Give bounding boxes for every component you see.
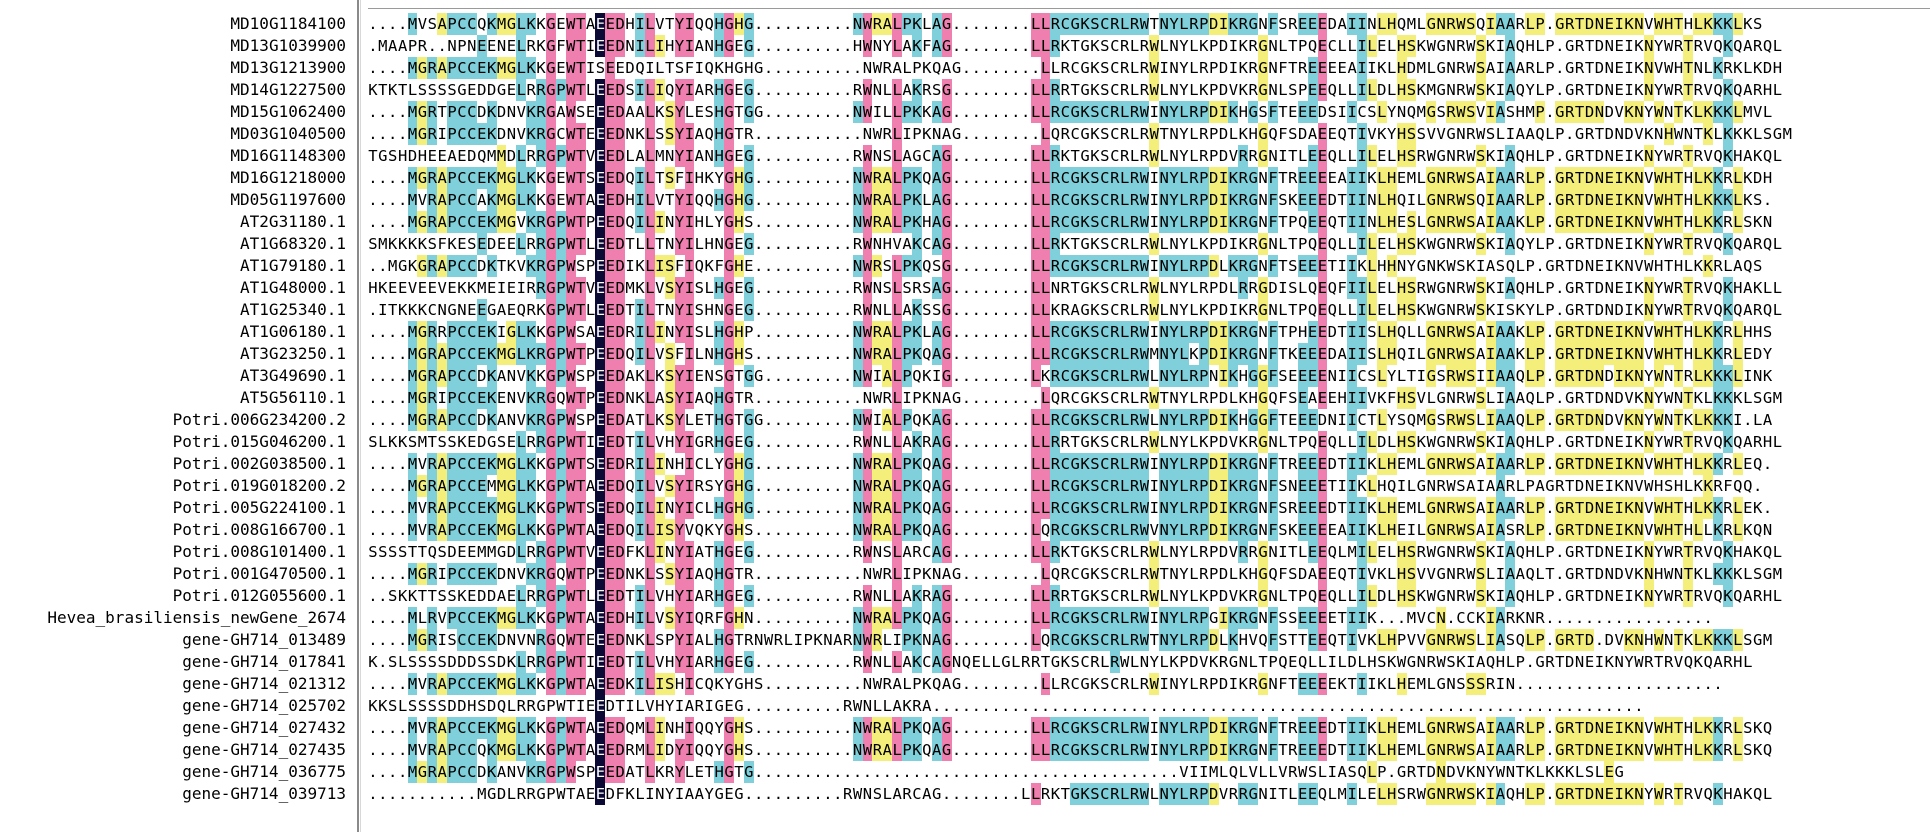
alignment-row: ....MVRAPCCEKMGLKKGPWTAEEDKILISHICQKYGHS… [368, 673, 1723, 695]
alignment-row: SSSSTTQSDEEMMGDLRRGPWTVEEDFKLINYIATHGEG.… [368, 541, 1783, 563]
sequence-name[interactable]: AT5G56110.1 [240, 388, 346, 407]
sequence-name[interactable]: Hevea_brasiliensis_newGene_2674 [47, 608, 346, 627]
sequence-name[interactable]: Potri.006G234200.2 [172, 410, 346, 429]
sequence-name[interactable]: Potri.008G166700.1 [172, 520, 346, 539]
sequence-name[interactable]: MD14G1227500 [230, 80, 346, 99]
sequence-name[interactable]: AT1G48000.1 [240, 278, 346, 297]
alignment-row: ....MGRIPCCEKENVKRGQWTPEEDNKLASYIAQHGTR.… [368, 387, 1783, 409]
sequence-name[interactable]: MD13G1039900 [230, 36, 346, 55]
alignment-row: ....MGRIPCCEKDNVKRGCWTEEEDNKLSSYIAQHGTR.… [368, 123, 1792, 145]
sequence-name[interactable]: gene-GH714_027435 [182, 740, 346, 759]
alignment-row: ....MGRAPCCEKMGVKRGPWTPEEDQILINYIHLYGHS.… [368, 211, 1773, 233]
alignment-row: ..SKKTTSSKEDDAELRRGPWTLEEDTILVHYIARHGEG.… [368, 585, 1783, 607]
sequence-name[interactable]: MD10G1184100 [230, 14, 346, 33]
alignment-row: ....MVRAPCCQKMGLKKGPWTAEEDRMLIDYIQQYGHS.… [368, 739, 1773, 761]
sequence-name[interactable]: Potri.008G101400.1 [172, 542, 346, 561]
sequence-name[interactable]: MD15G1062400 [230, 102, 346, 121]
sequence-name[interactable]: gene-GH714_017841 [182, 652, 346, 671]
alignment-row: .MAAPR..NPNEENELRKGFWTIEEDNILIHYIANHGEG.… [368, 35, 1783, 57]
alignment-row: ....MGRIPCCEKDNVKRGQWTPEEDNKLSSYIAQHGTR.… [368, 563, 1783, 585]
alignment-row: K.SLSSSSDDDSSDKLRRGPWTIEEDTILVHYIARHGEG.… [368, 651, 1753, 673]
alignment-row: ....MVRAPCCEKMGLKKGPWTAEEDQMLINHIQQYGHS.… [368, 717, 1773, 739]
alignment-row: ....MGRAPCCEKMGLKKGEWTISEEDQILTSFIQKHGHG… [368, 57, 1783, 79]
alignment-top-border [368, 8, 1930, 9]
sequence-name[interactable]: Potri.012G055600.1 [172, 586, 346, 605]
alignment-row: ....MGRRPCCEKIGLKKGPWSAEEDRILINYISLHGHP.… [368, 321, 1773, 343]
sequence-name[interactable]: Potri.002G038500.1 [172, 454, 346, 473]
sequence-name[interactable]: AT1G25340.1 [240, 300, 346, 319]
alignment-row: ....MLRVPCCEKMGLKKGPWTAEEDHILVSYIQRFGHN.… [368, 607, 1713, 629]
alignment-row: ....MGRAPCCDKANVKRGPWSPEEDATLKRYLETHGTG.… [368, 761, 1624, 783]
alignment-pane[interactable]: ....MVSAPCCQKMGLKKGEWTAEEDHILVTYIQQHGHG.… [368, 13, 1930, 805]
alignment-row: ....MVRAPCCAKMGLKKGEWTAEEDHILVTYIQQHGHG.… [368, 189, 1773, 211]
sequence-name-column: MD10G1184100 MD13G1039900 MD13G1213900 MD14… [0, 13, 352, 805]
sequence-name[interactable]: gene-GH714_036775 [182, 762, 346, 781]
sequence-name[interactable]: AT1G68320.1 [240, 234, 346, 253]
alignment-row: HKEEVEEVEKKMEIEIRRGPWTVEEDMKLVSYISLHGEG.… [368, 277, 1783, 299]
sequence-name[interactable]: AT3G23250.1 [240, 344, 346, 363]
alignment-row: KKSLSSSSDDHSDQLRRGPWTIEEDTILVHYIARIGEG..… [368, 695, 1644, 717]
sequence-name[interactable]: gene-GH714_039713 [182, 784, 346, 803]
alignment-row: ..MGKGRAPCCDKTKVKRGPWSPEEDIKLISFIQKFGHE.… [368, 255, 1763, 277]
alignment-row: ....MGRAPCCDKANVKKGPWSPEEDAKLKSYIENSGTGG… [368, 365, 1773, 387]
sequence-name[interactable]: gene-GH714_021312 [182, 674, 346, 693]
alignment-row: SLKKSMTSSKEDGSELRRGPWTIEEDTILVHYIGRHGEG.… [368, 431, 1783, 453]
alignment-row: ....MVRAPCCEKMGLKKGPWTSEEDQILINYICLHGHG.… [368, 497, 1773, 519]
alignment-row: ....MVRAPCCEKMGLKKGPWTAEEDQILISYVQKYGHS.… [368, 519, 1773, 541]
sequence-name[interactable]: AT3G49690.1 [240, 366, 346, 385]
sequence-name[interactable]: MD16G1148300 [230, 146, 346, 165]
sequence-name[interactable]: MD05G1197600 [230, 190, 346, 209]
sequence-name[interactable]: MD03G1040500 [230, 124, 346, 143]
alignment-row: ....MGRAPCCEMMGLKKGPWTAEEDQILVSYIRSYGHG.… [368, 475, 1763, 497]
sequence-name[interactable]: Potri.015G046200.1 [172, 432, 346, 451]
sequence-name[interactable]: MD13G1213900 [230, 58, 346, 77]
alignment-row: ....MGRISCCEKDNVNRGQWTEEEDNKLSPYIALHGTRN… [368, 629, 1773, 651]
sequence-name[interactable]: MD16G1218000 [230, 168, 346, 187]
alignment-row: SMKKKKSFKESEDEELRRGPWTLEEDTLLTNYILHNGEG.… [368, 233, 1783, 255]
sequence-name[interactable]: Potri.005G224100.1 [172, 498, 346, 517]
alignment-row: .ITKKKCNGNEEGAEQRKGPWTLEEDTILTNYISHNGEG.… [368, 299, 1783, 321]
sequence-name[interactable]: gene-GH714_025702 [182, 696, 346, 715]
pane-divider[interactable] [357, 0, 359, 832]
sequence-name[interactable]: AT1G79180.1 [240, 256, 346, 275]
sequence-name[interactable]: Potri.001G470500.1 [172, 564, 346, 583]
sequence-name[interactable]: AT1G06180.1 [240, 322, 346, 341]
alignment-row: TGSHDHEEAEDQMMDLRRGPWTVEEDLALMNYIANHGEG.… [368, 145, 1783, 167]
alignment-row: ....MGRAPCCDKANVKRGPWSPEEDATLKSYLETHGTGG… [368, 409, 1773, 431]
sequence-name[interactable]: gene-GH714_013489 [182, 630, 346, 649]
alignment-row: ....MGRAPCCEKMGLKKGEWTSEEDQILTSFIHKYGHG.… [368, 167, 1773, 189]
sequence-name[interactable]: gene-GH714_027432 [182, 718, 346, 737]
sequence-name[interactable]: AT2G31180.1 [240, 212, 346, 231]
alignment-row: ....MGRAPCCEKMGLKRGPWTPEEDQILVSFILNHGHS.… [368, 343, 1773, 365]
alignment-row: KTKTLSSSSGEDDGELRRGPWTLEEDSILIQYIARHGEG.… [368, 79, 1783, 101]
alignment-row: ...........MGDLRRGPWTAEEDFKLINYIAAYGEG..… [368, 783, 1773, 805]
alignment-row: ....MGRTPCCDKDNVKRGAWSEEEDAALKSYLESHGTGG… [368, 101, 1773, 123]
pane-divider-shadow [360, 0, 361, 832]
alignment-row: ....MVRAPCCEKMGLKKGPWTSEEDRILINHICLYGHG.… [368, 453, 1773, 475]
sequence-name[interactable]: Potri.019G018200.2 [172, 476, 346, 495]
alignment-row: ....MVSAPCCQKMGLKKGEWTAEEDHILVTYIQQHGHG.… [368, 13, 1763, 35]
